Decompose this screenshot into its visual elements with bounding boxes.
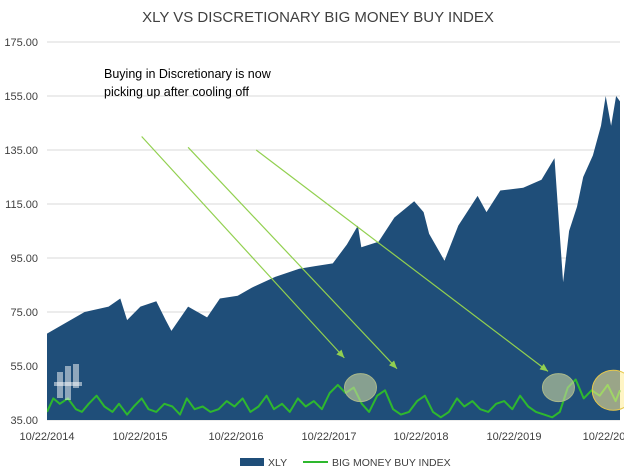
y-tick-label: 55.00: [10, 361, 38, 373]
annotation-note: Buying in Discretionary is now picking up…: [104, 67, 272, 99]
xly-area: [47, 96, 620, 420]
x-tick-label: 10/22/2014: [19, 431, 74, 443]
plot-area: [47, 96, 624, 420]
highlight-circle: [343, 373, 377, 403]
watermark-logo: [54, 364, 82, 400]
highlight-circle: [541, 373, 575, 403]
annotation-note-line: picking up after cooling off: [104, 85, 250, 99]
big-money-buy-index-line: [47, 378, 621, 419]
x-tick-label: 10/22/2015: [112, 431, 167, 443]
x-tick-label: 10/22/2016: [208, 431, 263, 443]
y-tick-label: 115.00: [5, 199, 38, 211]
annotation-arrows: [141, 136, 549, 372]
legend-label-xly: XLY: [268, 457, 287, 469]
x-tick-label: 10/22/2019: [486, 431, 541, 443]
legend: XLY BIG MONEY BUY INDEX: [240, 457, 451, 469]
arrow-head: [336, 349, 345, 358]
x-axis: 10/22/2014 10/22/2015 10/22/2016 10/22/2017…: [19, 431, 624, 443]
logo-bar: [73, 364, 79, 388]
legend-swatch-xly: [240, 458, 264, 466]
chart-title: XLY VS DISCRETIONARY BIG MONEY BUY INDEX: [142, 9, 494, 26]
arrow-line: [141, 136, 345, 359]
arrow-head: [388, 360, 398, 369]
x-tick-label: 10/22/2017: [301, 431, 356, 443]
y-tick-label: 175.00: [4, 37, 38, 49]
highlight-circles: [343, 369, 624, 411]
arrow-head: [539, 363, 549, 372]
y-tick-label: 155.00: [4, 91, 38, 103]
annotation-note-line: Buying in Discretionary is now: [104, 67, 272, 81]
x-tick-label: 10/22/2018: [393, 431, 448, 443]
y-axis: 175.00 155.00 135.00 115.00 95.00 75.00 55.00 3…: [4, 37, 38, 427]
y-tick-label: 135.00: [4, 145, 38, 157]
y-tick-label: 35.00: [10, 415, 38, 427]
logo-bar: [54, 382, 82, 386]
y-tick-label: 95.00: [10, 253, 38, 265]
y-tick-label: 75.00: [10, 307, 38, 319]
arrow-line: [187, 146, 398, 370]
arrow-line: [255, 149, 549, 372]
highlight-circle: [591, 369, 624, 411]
legend-label-bmbi: BIG MONEY BUY INDEX: [332, 457, 451, 469]
x-tick-label: 10/22/20: [583, 431, 624, 443]
